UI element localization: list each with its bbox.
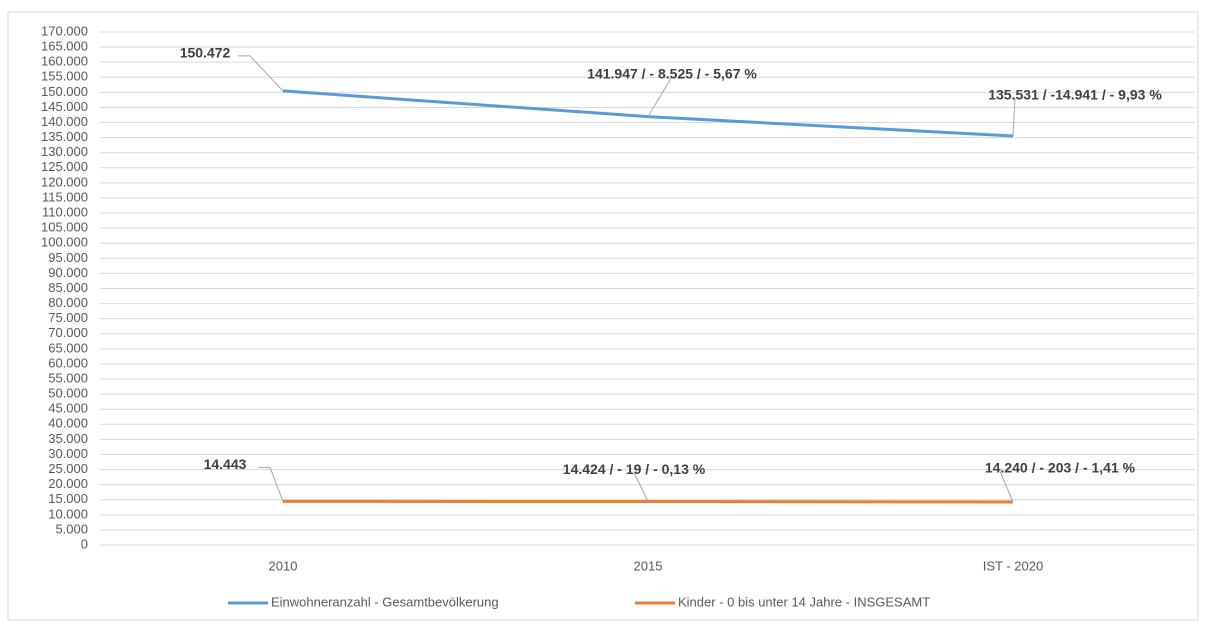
y-tick-label: 135.000 <box>41 129 88 144</box>
y-tick-label: 155.000 <box>41 69 88 84</box>
y-tick-label: 50.000 <box>48 386 88 401</box>
y-tick-label: 0 <box>81 536 88 551</box>
y-tick-label: 40.000 <box>48 416 88 431</box>
chart-frame <box>7 11 1199 621</box>
data-label: 150.472 <box>180 45 231 61</box>
x-tick-label: IST - 2020 <box>983 558 1043 573</box>
y-tick-label: 160.000 <box>41 54 88 69</box>
y-tick-label: 125.000 <box>41 159 88 174</box>
series-line <box>282 499 1014 504</box>
y-tick-label: 20.000 <box>48 476 88 491</box>
y-tick-label: 100.000 <box>41 235 88 250</box>
y-tick-label: 25.000 <box>48 461 88 476</box>
y-tick-label: 55.000 <box>48 370 88 385</box>
y-tick-label: 165.000 <box>41 39 88 54</box>
y-tick-label: 5.000 <box>55 521 88 536</box>
leader-line <box>633 472 649 502</box>
y-tick-label: 115.000 <box>42 189 88 204</box>
y-tick-label: 150.000 <box>41 84 88 99</box>
y-tick-label: 65.000 <box>48 340 88 355</box>
data-label: 14.240 / - 203 / - 1,41 % <box>985 460 1136 476</box>
y-tick-label: 95.000 <box>48 250 88 265</box>
y-tick-label: 170.000 <box>41 23 88 38</box>
y-tick-label: 145.000 <box>41 99 88 114</box>
y-tick-label: 30.000 <box>48 446 88 461</box>
data-label: 141.947 / - 8.525 / - 5,67 % <box>587 65 757 81</box>
leader-line <box>1012 97 1016 137</box>
y-tick-label: 105.000 <box>41 220 88 235</box>
y-tick-label: 120.000 <box>41 174 88 189</box>
data-label: 14.424 / - 19 / - 0,13 % <box>563 461 706 477</box>
y-tick-label: 45.000 <box>48 401 88 416</box>
y-tick-label: 85.000 <box>48 280 88 295</box>
legend-label: Kinder - 0 bis unter 14 Jahre - INSGESAM… <box>678 594 930 609</box>
y-tick-label: 90.000 <box>48 265 88 280</box>
y-tick-label: 15.000 <box>48 491 88 506</box>
leader-line <box>238 55 284 92</box>
leader-line <box>647 76 673 117</box>
y-tick-label: 110.000 <box>42 204 88 219</box>
series-line <box>282 89 1014 138</box>
data-label: 14.443 <box>204 456 247 472</box>
y-tick-label: 75.000 <box>48 310 88 325</box>
x-tick-label: 2010 <box>269 558 298 573</box>
y-tick-label: 60.000 <box>48 355 88 370</box>
y-tick-label: 80.000 <box>48 295 88 310</box>
leader-line <box>999 470 1014 503</box>
legend-label: Einwohneranzahl - Gesamtbevölkerung <box>271 594 499 609</box>
y-tick-label: 70.000 <box>48 325 88 340</box>
data-label: 135.531 / -14.941 / - 9,93 % <box>988 87 1162 103</box>
y-tick-label: 10.000 <box>48 506 88 521</box>
y-tick-label: 130.000 <box>41 144 88 159</box>
y-tick-label: 35.000 <box>48 431 88 446</box>
x-tick-label: 2015 <box>634 558 663 573</box>
leader-line <box>258 466 284 502</box>
y-tick-label: 140.000 <box>41 114 88 129</box>
